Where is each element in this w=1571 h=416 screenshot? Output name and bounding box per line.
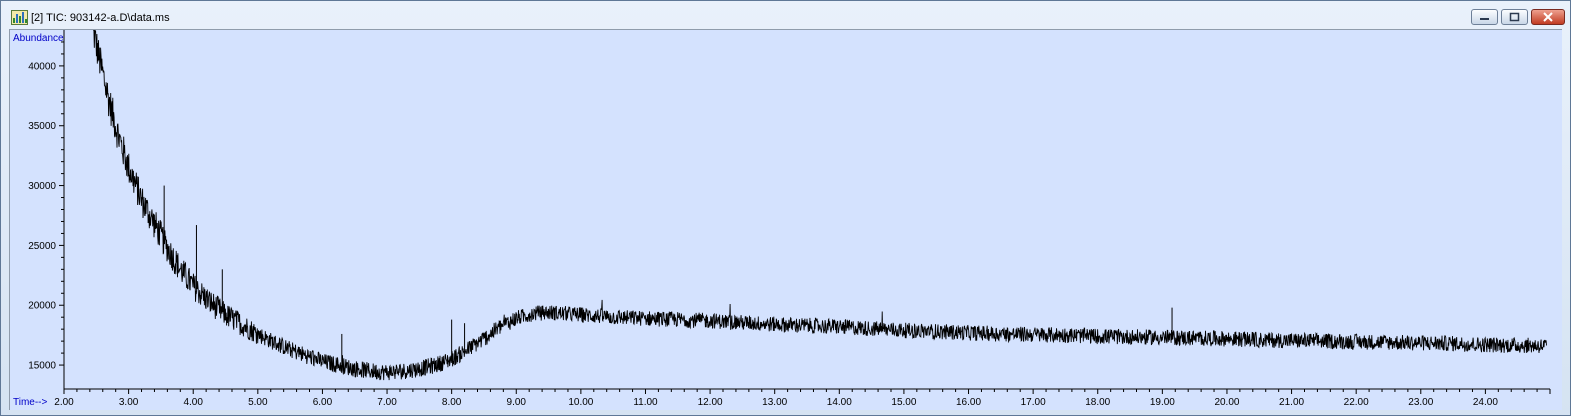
y-tick-label: 25000 [28,241,56,252]
minimize-icon [1480,18,1489,20]
y-tick-label: 40000 [28,61,56,72]
maximize-button[interactable] [1501,9,1528,25]
maximize-icon [1509,12,1520,22]
x-tick-label: 2.00 [54,397,74,408]
x-tick-label: 7.00 [377,397,397,408]
chart-area[interactable]: 2.00 3.00 4.00 5.00 6.00 7.00 8.00 9.00 10.00 11.… [9,29,1562,410]
minimize-button[interactable] [1471,9,1498,25]
x-tick-label: 5.00 [248,397,268,408]
x-tick-label: 21.00 [1279,397,1304,408]
x-tick-label: 24.00 [1473,397,1498,408]
window-titlebar[interactable]: [2] TIC: 903142-a.D\data.ms [1,1,1570,29]
x-tick-label: 6.00 [313,397,333,408]
x-tick-label: 8.00 [442,397,462,408]
x-tick-label: 11.00 [633,397,658,408]
window-title: [2] TIC: 903142-a.D\data.ms [31,12,170,24]
x-tick-label: 3.00 [119,397,139,408]
x-tick-label: 9.00 [507,397,527,408]
x-tick-label: 22.00 [1344,397,1369,408]
close-button[interactable] [1531,9,1565,25]
x-tick-label: 10.00 [568,397,593,408]
y-tick-label: 15000 [28,361,56,372]
x-tick-label: 14.00 [827,397,852,408]
x-tick-label: 15.00 [891,397,916,408]
tic-trace-line [93,30,1547,381]
y-tick-label: 30000 [28,181,56,192]
chart-axes: 2.00 3.00 4.00 5.00 6.00 7.00 8.00 9.00 10.00 11.… [28,30,1551,408]
x-tick-label: 18.00 [1085,397,1110,408]
x-tick-label: 17.00 [1021,397,1046,408]
x-tick-label: 16.00 [956,397,981,408]
x-tick-label: 13.00 [762,397,787,408]
y-tick-label: 35000 [28,121,56,132]
x-tick-label: 4.00 [183,397,203,408]
chart-app-icon [11,10,28,25]
tic-trace [93,30,1547,381]
x-tick-label: 23.00 [1408,397,1433,408]
close-icon [1543,12,1553,22]
x-axis-label: Time--> [13,397,48,408]
x-tick-label: 20.00 [1214,397,1239,408]
y-tick-label: 20000 [28,301,56,312]
x-tick-label: 12.00 [698,397,723,408]
tic-chromatogram-chart[interactable]: 2.00 3.00 4.00 5.00 6.00 7.00 8.00 9.00 10.00 11.… [10,30,1562,410]
x-tick-label: 19.00 [1150,397,1175,408]
y-axis-label: Abundance [13,33,64,44]
